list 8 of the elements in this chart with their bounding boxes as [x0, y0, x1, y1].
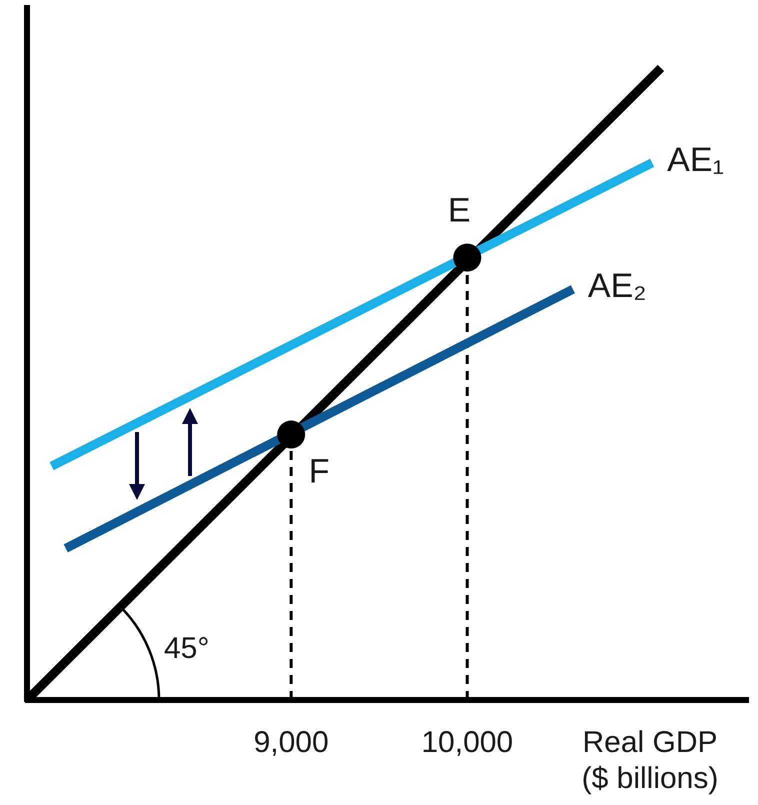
annotation: E [448, 192, 471, 230]
x-tick-label: 9,000 [254, 726, 329, 759]
series-label: AE₂ [588, 267, 646, 306]
x-axis-title: Real GDP ($ billions) [582, 726, 718, 795]
series-label: AE₁ [667, 140, 724, 179]
annotation: F [308, 452, 330, 491]
annotation: 45° [164, 632, 210, 665]
x-tick-label: 10,000 [421, 726, 514, 759]
